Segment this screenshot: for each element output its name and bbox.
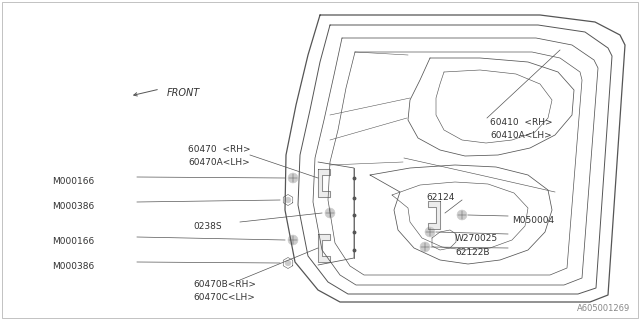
Circle shape [285,260,291,266]
Circle shape [325,208,335,218]
Text: A605001269: A605001269 [577,304,630,313]
Text: 60410A<LH>: 60410A<LH> [490,131,552,140]
Text: M000386: M000386 [52,202,94,211]
Text: 60470B<RH>: 60470B<RH> [193,280,256,289]
Text: 62122B: 62122B [455,248,490,257]
Text: M050004: M050004 [512,216,554,225]
Text: M000386: M000386 [52,262,94,271]
Text: 60470A<LH>: 60470A<LH> [188,158,250,167]
Text: 62124: 62124 [426,193,454,202]
Circle shape [288,173,298,183]
Text: 0238S: 0238S [193,222,221,231]
Circle shape [288,235,298,245]
Circle shape [457,210,467,220]
Circle shape [420,242,430,252]
Text: 60470C<LH>: 60470C<LH> [193,293,255,302]
Circle shape [285,197,291,203]
Text: W270025: W270025 [455,234,498,243]
Polygon shape [428,201,440,229]
Text: 60410  <RH>: 60410 <RH> [490,118,552,127]
Polygon shape [318,234,330,262]
Text: 60470  <RH>: 60470 <RH> [188,145,251,154]
Circle shape [425,227,435,237]
Polygon shape [318,169,330,197]
Text: M000166: M000166 [52,237,94,246]
Text: FRONT: FRONT [167,88,200,98]
Text: M000166: M000166 [52,177,94,186]
